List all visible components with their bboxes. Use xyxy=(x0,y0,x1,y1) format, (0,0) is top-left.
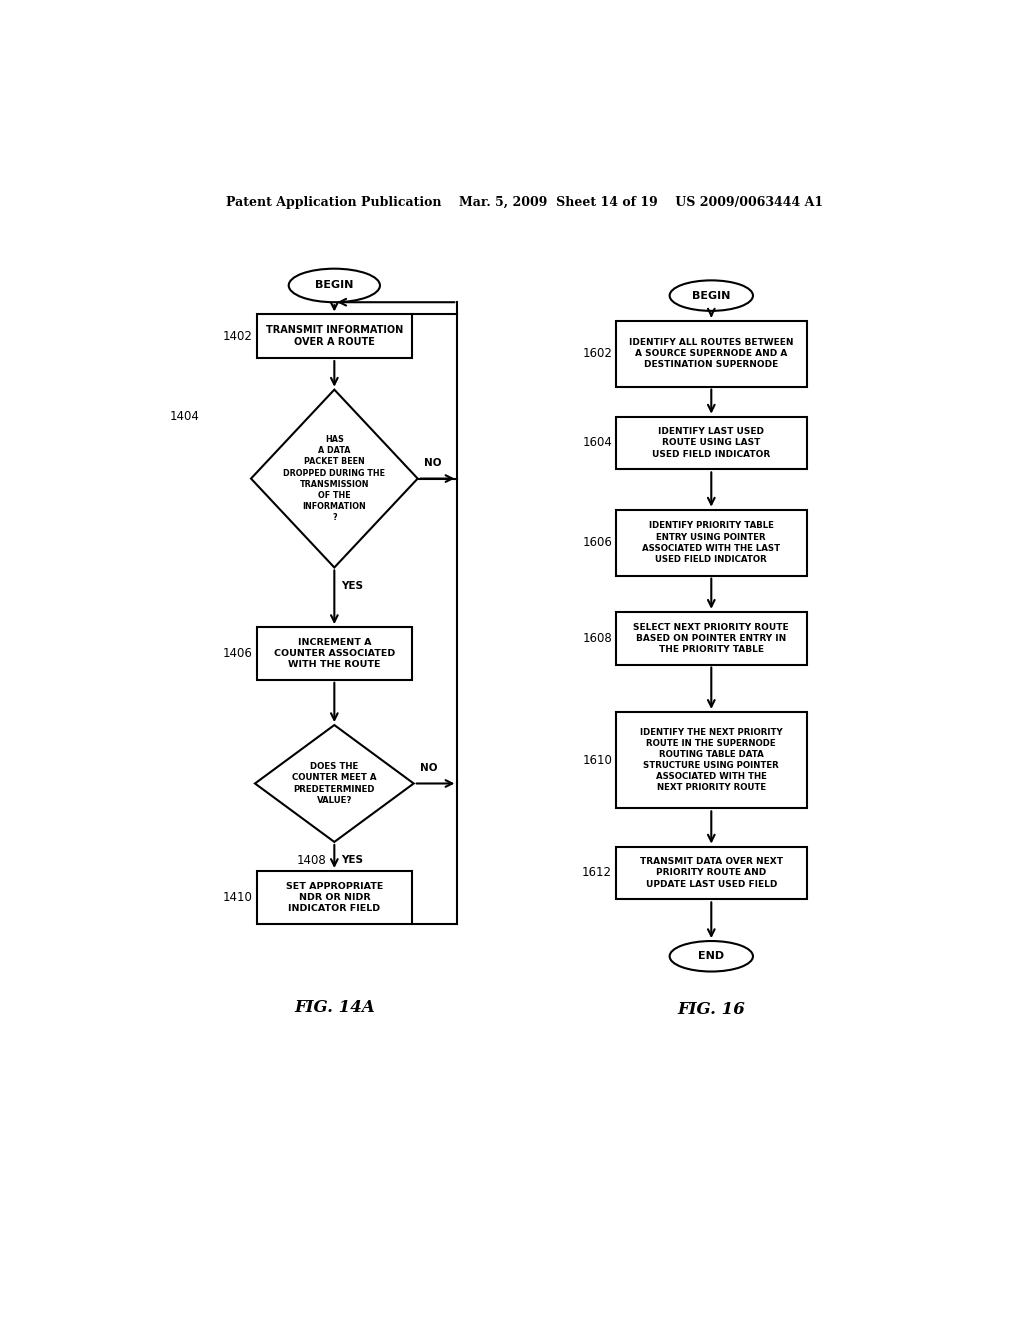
Text: NO: NO xyxy=(424,458,441,469)
Text: 1602: 1602 xyxy=(583,347,612,360)
Text: TRANSMIT DATA OVER NEXT
PRIORITY ROUTE AND
UPDATE LAST USED FIELD: TRANSMIT DATA OVER NEXT PRIORITY ROUTE A… xyxy=(640,857,782,888)
Text: DOES THE
COUNTER MEET A
PREDETERMINED
VALUE?: DOES THE COUNTER MEET A PREDETERMINED VA… xyxy=(292,763,377,805)
Text: YES: YES xyxy=(341,855,362,865)
Bar xyxy=(616,417,807,470)
Text: BEGIN: BEGIN xyxy=(692,290,730,301)
Bar xyxy=(616,321,807,387)
Text: IDENTIFY THE NEXT PRIORITY
ROUTE IN THE SUPERNODE
ROUTING TABLE DATA
STRUCTURE U: IDENTIFY THE NEXT PRIORITY ROUTE IN THE … xyxy=(640,727,782,792)
Bar xyxy=(257,314,412,358)
Bar xyxy=(616,846,807,899)
Text: 1610: 1610 xyxy=(583,754,612,767)
Bar xyxy=(616,611,807,664)
Text: SET APPROPRIATE
NDR OR NIDR
INDICATOR FIELD: SET APPROPRIATE NDR OR NIDR INDICATOR FI… xyxy=(286,882,383,913)
Text: INCREMENT A
COUNTER ASSOCIATED
WITH THE ROUTE: INCREMENT A COUNTER ASSOCIATED WITH THE … xyxy=(273,638,395,669)
Text: FIG. 14A: FIG. 14A xyxy=(294,999,375,1015)
Bar xyxy=(257,627,412,680)
Text: HAS
A DATA
PACKET BEEN
DROPPED DURING THE
TRANSMISSION
OF THE
INFORMATION
?: HAS A DATA PACKET BEEN DROPPED DURING TH… xyxy=(284,436,385,521)
Text: 1604: 1604 xyxy=(583,437,612,450)
Text: BEGIN: BEGIN xyxy=(315,280,353,290)
Text: 1408: 1408 xyxy=(297,854,327,867)
Text: IDENTIFY PRIORITY TABLE
ENTRY USING POINTER
ASSOCIATED WITH THE LAST
USED FIELD : IDENTIFY PRIORITY TABLE ENTRY USING POIN… xyxy=(642,521,780,564)
Text: END: END xyxy=(698,952,724,961)
Text: NO: NO xyxy=(420,763,437,774)
Bar xyxy=(257,871,412,924)
Text: YES: YES xyxy=(341,581,362,591)
Text: SELECT NEXT PRIORITY ROUTE
BASED ON POINTER ENTRY IN
THE PRIORITY TABLE: SELECT NEXT PRIORITY ROUTE BASED ON POIN… xyxy=(634,623,790,653)
Text: 1606: 1606 xyxy=(583,536,612,549)
Bar xyxy=(616,711,807,808)
Text: IDENTIFY LAST USED
ROUTE USING LAST
USED FIELD INDICATOR: IDENTIFY LAST USED ROUTE USING LAST USED… xyxy=(652,428,770,458)
Text: 1410: 1410 xyxy=(223,891,253,904)
Text: 1402: 1402 xyxy=(223,330,253,343)
Bar xyxy=(616,510,807,576)
Text: 1608: 1608 xyxy=(583,632,612,644)
Text: 1406: 1406 xyxy=(223,647,253,660)
Text: FIG. 16: FIG. 16 xyxy=(677,1001,745,1018)
Text: IDENTIFY ALL ROUTES BETWEEN
A SOURCE SUPERNODE AND A
DESTINATION SUPERNODE: IDENTIFY ALL ROUTES BETWEEN A SOURCE SUP… xyxy=(629,338,794,370)
Text: 1404: 1404 xyxy=(170,409,200,422)
Text: Patent Application Publication    Mar. 5, 2009  Sheet 14 of 19    US 2009/006344: Patent Application Publication Mar. 5, 2… xyxy=(226,195,823,209)
Text: TRANSMIT INFORMATION
OVER A ROUTE: TRANSMIT INFORMATION OVER A ROUTE xyxy=(265,325,403,347)
Text: 1612: 1612 xyxy=(582,866,612,879)
